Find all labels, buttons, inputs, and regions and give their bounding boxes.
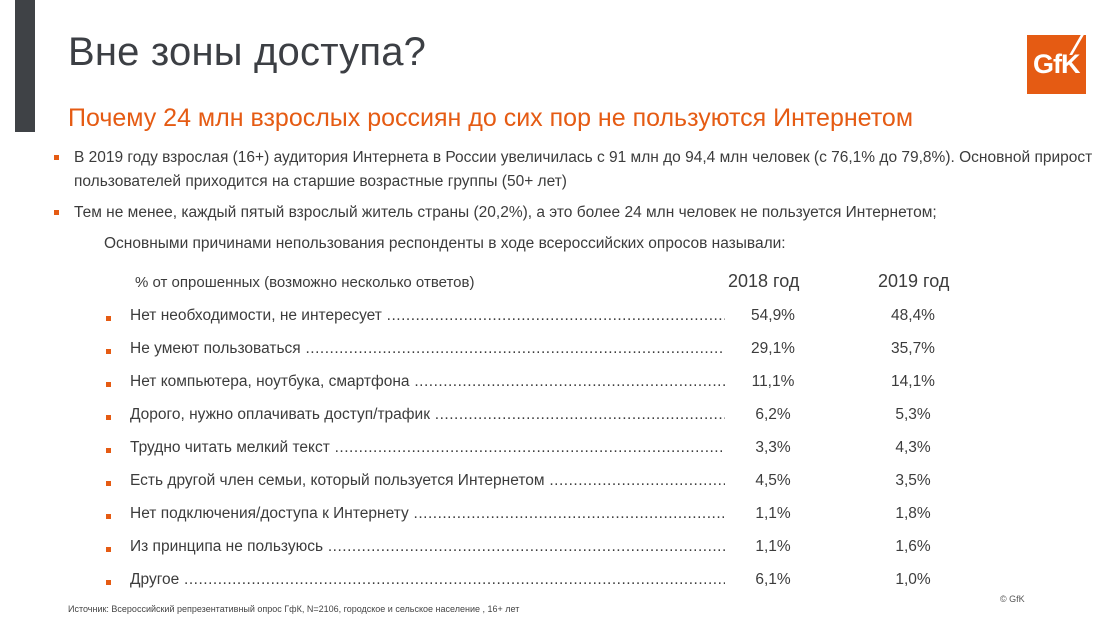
value-2018: 3,3% bbox=[755, 439, 791, 456]
value-2019: 1,6% bbox=[895, 538, 931, 555]
bullet-square-icon bbox=[54, 210, 59, 215]
column-header-2018: 2018 год bbox=[728, 271, 800, 291]
table-row: Не умеют пользоваться 29,1% 35,7% bbox=[106, 340, 1006, 364]
table-row: Из принципа не пользуюсь 1,1% 1,6% bbox=[106, 538, 1006, 562]
table-row: Дорого, нужно оплачивать доступ/трафик 6… bbox=[106, 406, 1006, 430]
row-label: Трудно читать мелкий текст bbox=[130, 439, 725, 457]
bullet-square-icon bbox=[54, 155, 59, 160]
value-2019: 4,3% bbox=[895, 439, 931, 456]
value-2018: 11,1% bbox=[751, 373, 795, 390]
value-2019: 5,3% bbox=[895, 406, 931, 423]
row-label: Нет необходимости, не интересует bbox=[130, 307, 725, 325]
source-note: Источник: Всероссийский репрезентативный… bbox=[68, 604, 520, 614]
bullet-text: В 2019 году взрослая (16+) аудитория Инт… bbox=[74, 149, 1093, 190]
row-label: Другое bbox=[130, 571, 725, 589]
value-2018: 29,1% bbox=[751, 340, 795, 357]
value-2019: 1,0% bbox=[895, 571, 931, 588]
value-2019: 35,7% bbox=[891, 340, 935, 357]
value-2019: 1,8% bbox=[895, 505, 931, 522]
value-2019: 14,1% bbox=[891, 373, 935, 390]
value-2019: 3,5% bbox=[895, 472, 931, 489]
table-row: Другое 6,1% 1,0% bbox=[106, 571, 1006, 595]
row-label: Есть другой член семьи, который пользует… bbox=[130, 472, 725, 490]
bullet-item: В 2019 году взрослая (16+) аудитория Инт… bbox=[54, 146, 1104, 194]
row-label: Из принципа не пользуюсь bbox=[130, 538, 725, 556]
bullet-square-icon bbox=[106, 580, 111, 585]
logo-text: GfK bbox=[1033, 49, 1080, 79]
table-label-header: % от опрошенных (возможно несколько отве… bbox=[135, 274, 475, 291]
bullet-square-icon bbox=[106, 448, 111, 453]
slide-subtitle: Почему 24 млн взрослых россиян до сих по… bbox=[68, 104, 914, 132]
value-2018: 1,1% bbox=[755, 538, 791, 555]
row-label: Не умеют пользоваться bbox=[130, 340, 725, 358]
accent-bar bbox=[15, 0, 35, 132]
value-2018: 54,9% bbox=[751, 307, 795, 324]
gfk-logo: GfK bbox=[1027, 35, 1086, 94]
table-row: Трудно читать мелкий текст 3,3% 4,3% bbox=[106, 439, 1006, 463]
column-header-2019: 2019 год bbox=[878, 271, 950, 291]
table-row: Нет подключения/доступа к Интернету 1,1%… bbox=[106, 505, 1006, 529]
bullet-square-icon bbox=[106, 415, 111, 420]
bullet-square-icon bbox=[106, 514, 111, 519]
row-label: Дорого, нужно оплачивать доступ/трафик bbox=[130, 406, 725, 424]
table-row: Нет компьютера, ноутбука, смартфона 11,1… bbox=[106, 373, 1006, 397]
reasons-intro: Основными причинами непользования респон… bbox=[104, 235, 786, 252]
copyright: © GfK bbox=[1000, 594, 1025, 604]
value-2019: 48,4% bbox=[891, 307, 935, 324]
value-2018: 1,1% bbox=[755, 505, 791, 522]
bullet-square-icon bbox=[106, 481, 111, 486]
value-2018: 6,2% bbox=[755, 406, 791, 423]
table-row: Нет необходимости, не интересует 54,9% 4… bbox=[106, 307, 1006, 331]
bullet-text: Тем не менее, каждый пятый взрослый жите… bbox=[74, 204, 937, 221]
bullet-square-icon bbox=[106, 547, 111, 552]
value-2018: 4,5% bbox=[755, 472, 791, 489]
bullet-square-icon bbox=[106, 382, 111, 387]
bullet-item: Тем не менее, каждый пятый взрослый жите… bbox=[54, 201, 1104, 225]
bullet-square-icon bbox=[106, 316, 111, 321]
row-label: Нет компьютера, ноутбука, смартфона bbox=[130, 373, 725, 391]
value-2018: 6,1% bbox=[755, 571, 791, 588]
table-row: Есть другой член семьи, который пользует… bbox=[106, 472, 1006, 496]
bullet-square-icon bbox=[106, 349, 111, 354]
row-label: Нет подключения/доступа к Интернету bbox=[130, 505, 725, 523]
slide-title: Вне зоны доступа? bbox=[68, 30, 427, 74]
